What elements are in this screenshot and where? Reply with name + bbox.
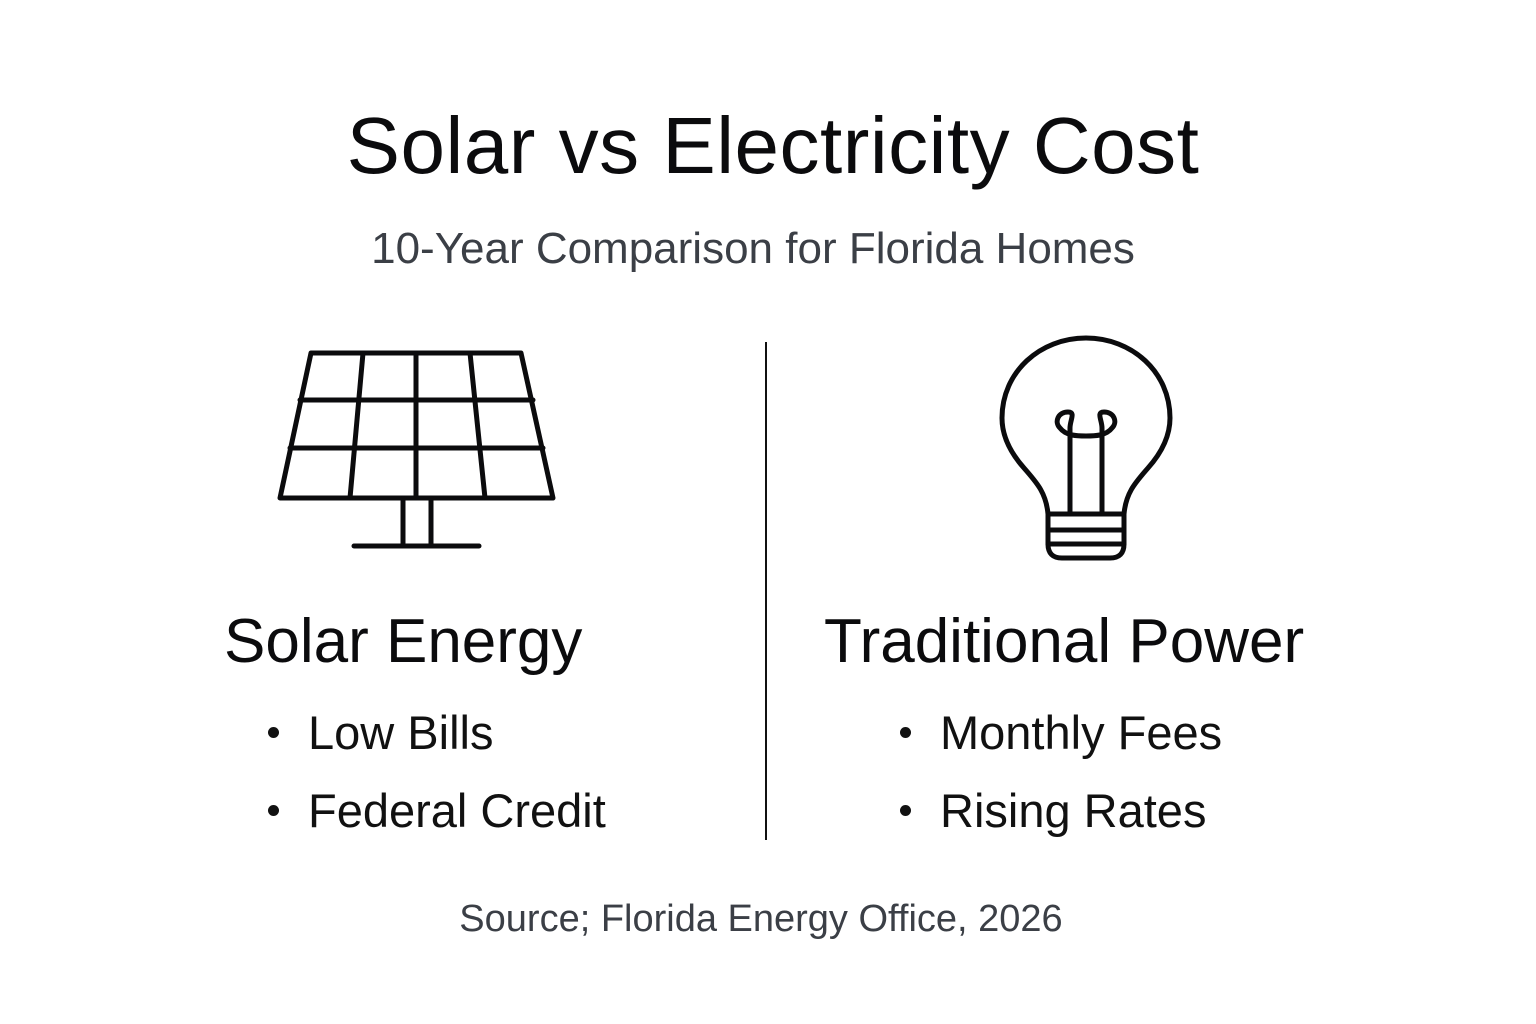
- list-item: Low Bills: [266, 694, 606, 772]
- traditional-costs-list: Monthly Fees Rising Rates: [898, 694, 1222, 850]
- bullet-icon: [268, 727, 279, 738]
- solar-energy-heading: Solar Energy: [224, 607, 583, 676]
- bullet-icon: [268, 805, 279, 816]
- list-item: Federal Credit: [266, 772, 606, 850]
- solar-panel-icon: [276, 348, 560, 554]
- traditional-power-heading: Traditional Power: [824, 607, 1305, 676]
- light-bulb-icon: [996, 332, 1176, 564]
- solar-benefits-list: Low Bills Federal Credit: [266, 694, 606, 850]
- bullet-icon: [900, 727, 911, 738]
- list-item: Rising Rates: [898, 772, 1222, 850]
- divider-line: [765, 342, 767, 840]
- page-subtitle: 10-Year Comparison for Florida Homes: [371, 224, 1135, 273]
- page-title: Solar vs Electricity Cost: [346, 101, 1200, 190]
- list-item: Monthly Fees: [898, 694, 1222, 772]
- bullet-icon: [900, 805, 911, 816]
- source-caption: Source; Florida Energy Office, 2026: [459, 898, 1063, 940]
